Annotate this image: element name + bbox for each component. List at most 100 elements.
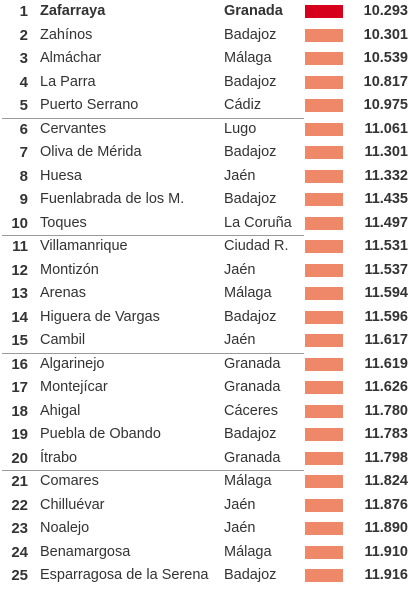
table-row: 23 Noalejo Jaén 11.890	[0, 517, 414, 541]
province-label: Málaga	[224, 543, 272, 560]
municipality-label: Ahigal	[40, 402, 81, 419]
rank-label: 7	[19, 144, 28, 161]
table-row: 24 Benamargosa Málaga 11.910	[0, 541, 414, 565]
value-bar	[305, 99, 343, 112]
value-bar	[305, 287, 343, 300]
province-label: Badajoz	[224, 191, 277, 207]
value-bar	[305, 122, 343, 136]
rank-label: 1	[19, 3, 28, 20]
municipality-label: Chilluévar	[40, 496, 105, 513]
province-label: Badajoz	[224, 73, 277, 90]
value-bar	[305, 357, 343, 371]
rank-label: 4	[19, 73, 28, 91]
table-row: 14 Higuera de Vargas Badajoz 11.596	[0, 306, 414, 330]
table-row: 10 Toques La Coruña 11.497	[0, 212, 414, 236]
municipality-label: Comares	[40, 473, 99, 489]
province-label: Granada	[224, 379, 281, 395]
table-row: 25 Esparragosa de la Serena Badajoz 11.916	[0, 564, 414, 588]
value-label: 11.617	[364, 332, 408, 348]
province-label: La Coruña	[224, 214, 292, 231]
table-row: 1 Zafarraya Granada 10.293	[0, 0, 414, 24]
table-row: 17 Montejícar Granada 11.626	[0, 376, 414, 400]
table-row: 18 Ahigal Cáceres 11.780	[0, 400, 414, 424]
value-bar	[305, 193, 343, 206]
value-bar	[305, 146, 343, 159]
rank-label: 25	[11, 567, 28, 584]
value-label: 11.435	[364, 191, 408, 207]
table-row: 4 La Parra Badajoz 10.817	[0, 71, 414, 95]
table-row: 8 Huesa Jaén 11.332	[0, 165, 414, 189]
value-label: 10.293	[363, 3, 408, 19]
value-label: 11.780	[364, 402, 408, 419]
province-label: Granada	[224, 449, 281, 466]
table-row: 15 Cambil Jaén 11.617	[0, 329, 414, 353]
rank-label: 11	[12, 238, 28, 255]
province-label: Badajoz	[224, 567, 277, 583]
value-bar	[305, 404, 343, 418]
rank-label: 23	[11, 520, 28, 537]
value-bar	[305, 240, 343, 253]
value-label: 11.910	[364, 543, 408, 560]
municipality-label: Zahínos	[40, 26, 93, 43]
group-divider	[2, 117, 304, 119]
value-label: 11.619	[364, 355, 408, 372]
rank-label: 12	[11, 261, 28, 279]
value-bar	[305, 28, 343, 42]
municipality-label: Almáchar	[40, 50, 102, 66]
group-divider	[2, 470, 304, 471]
table-row: 16 Algarinejo Granada 11.619	[0, 353, 414, 377]
rank-label: 3	[19, 50, 28, 67]
value-label: 11.890	[364, 520, 408, 536]
rank-label: 5	[19, 97, 28, 114]
province-label: Jaén	[224, 520, 256, 536]
value-label: 10.975	[363, 97, 408, 113]
municipality-label: Montizón	[40, 261, 99, 278]
value-bar	[305, 310, 343, 324]
value-label: 11.783	[364, 426, 408, 442]
value-label: 11.824	[364, 473, 408, 489]
municipality-label: Cervantes	[40, 120, 107, 137]
value-bar	[305, 475, 343, 488]
value-label: 10.301	[363, 26, 408, 43]
value-bar	[305, 75, 343, 89]
table-row: 13 Arenas Málaga 11.594	[0, 282, 414, 306]
rank-label: 14	[11, 308, 28, 326]
rank-label: 15	[11, 332, 28, 349]
province-label: Cádiz	[224, 97, 262, 113]
value-label: 11.594	[364, 285, 408, 301]
province-label: Jaén	[224, 167, 256, 184]
province-label: Cáceres	[224, 402, 278, 419]
table-row: 21 Comares Málaga 11.824	[0, 470, 414, 494]
value-bar	[305, 545, 343, 559]
value-label: 11.301	[364, 144, 408, 160]
municipality-label: Higuera de Vargas	[40, 308, 160, 325]
table-row: 11 Villamanrique Ciudad R. 11.531	[0, 235, 414, 259]
value-bar	[305, 381, 343, 394]
table-row: 22 Chilluévar Jaén 11.876	[0, 494, 414, 518]
province-label: Badajoz	[224, 426, 277, 442]
province-label: Málaga	[224, 473, 272, 489]
value-bar	[305, 451, 343, 465]
value-label: 11.876	[364, 496, 408, 513]
rank-label: 19	[11, 426, 28, 443]
province-label: Badajoz	[224, 308, 277, 325]
rank-label: 21	[11, 473, 28, 490]
province-label: Málaga	[224, 285, 272, 301]
municipality-label: Esparragosa de la Serena	[40, 567, 209, 583]
table-row: 2 Zahínos Badajoz 10.301	[0, 24, 414, 48]
value-bar	[305, 569, 343, 582]
province-label: Granada	[224, 3, 283, 19]
rank-label: 17	[11, 379, 28, 396]
value-bar	[305, 216, 343, 230]
value-label: 11.537	[364, 261, 408, 278]
municipality-label: Cambil	[40, 332, 86, 348]
municipality-label: Huesa	[40, 167, 82, 184]
province-label: Badajoz	[224, 26, 277, 43]
table-row: 5 Puerto Serrano Cádiz 10.975	[0, 94, 414, 118]
value-label: 11.596	[364, 308, 408, 325]
value-label: 11.626	[364, 379, 408, 395]
value-label: 11.332	[364, 167, 408, 184]
rank-label: 8	[19, 167, 28, 185]
value-label: 11.916	[364, 567, 408, 583]
rank-label: 20	[11, 449, 28, 467]
